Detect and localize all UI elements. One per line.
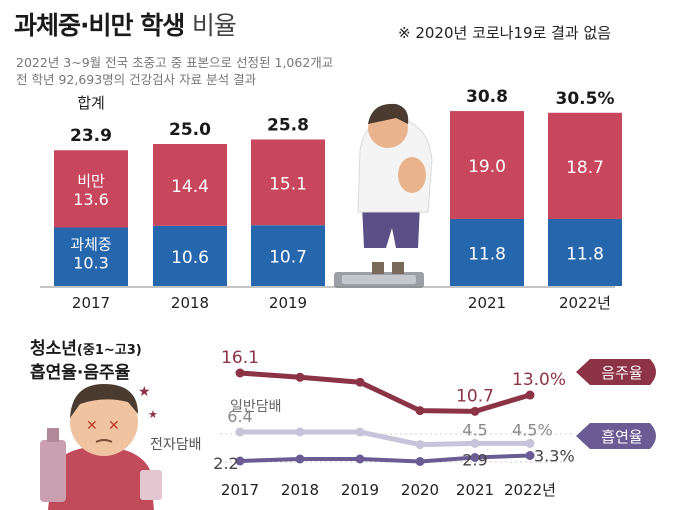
- line-x-tick: 2021: [456, 481, 494, 499]
- bar-overweight-label: 10.3: [73, 253, 109, 272]
- line-point-label: 13.0%: [512, 370, 566, 390]
- bar-x-tick: 2017: [72, 294, 110, 312]
- line-일반담배: [240, 429, 530, 448]
- line-point: [415, 440, 425, 450]
- line-point: [295, 454, 305, 464]
- bar-total-label: 23.9: [70, 126, 112, 146]
- series-tag-label: 음주율: [601, 364, 642, 382]
- bar-obese-label: 18.7: [566, 158, 604, 178]
- note-text: ※ 2020년 코로나19로 결과 없음: [398, 24, 612, 42]
- series-label-general: 일반담배: [230, 399, 282, 415]
- line-point: [415, 406, 425, 416]
- line-x-tick: 2019: [341, 481, 379, 499]
- line-point: [470, 438, 480, 448]
- subtitle-line-2: 전 학년 92,693명의 건강검사 자료 분석 결과: [16, 72, 257, 87]
- bar-x-tick: 2021: [468, 294, 506, 312]
- line-point: [295, 427, 305, 437]
- bar-overweight: [548, 218, 622, 286]
- bar-overweight-label: 11.8: [566, 244, 604, 264]
- bar-obese-label: 15.1: [269, 174, 307, 194]
- bar-overweight: [251, 225, 325, 286]
- line-point-label: 6.4: [227, 407, 252, 426]
- line-point-label: 3.3%: [534, 447, 575, 466]
- bar-total-label: 25.0: [169, 120, 211, 140]
- line-point-label: 2.9: [462, 451, 487, 470]
- bar-obese: [450, 111, 524, 219]
- teen-illustration: ✕ ✕ ★ ★: [40, 384, 162, 510]
- line-point: [295, 372, 305, 382]
- series-tag: [576, 359, 656, 385]
- bar-obese-label: 14.4: [171, 177, 209, 197]
- bar-total-label: 25.8: [267, 115, 309, 135]
- bar-obese: [54, 150, 128, 228]
- line-point: [470, 453, 480, 462]
- line-point: [470, 406, 480, 416]
- bar-obese: [548, 112, 622, 219]
- line-point: [525, 451, 535, 460]
- bar-overweight: [54, 227, 128, 286]
- line-point-label: 10.7: [456, 386, 494, 406]
- bar-overweight: [153, 225, 227, 286]
- line-음주율: [239, 370, 531, 414]
- bar-obese-label: 13.6: [73, 190, 109, 209]
- line-x-tick: 2022년: [504, 481, 556, 499]
- legend-overweight: 과체중: [70, 235, 111, 253]
- line-point: [235, 456, 245, 466]
- section-title-smoking-drinking: 청소년(중1~고3) 흡연율·음주율: [30, 339, 142, 383]
- bar-x-tick: 2022년: [559, 294, 611, 312]
- student-scale-illustration: [334, 103, 433, 288]
- legend-obese: 비만: [77, 172, 105, 190]
- subtitle-line-1: 2022년 3~9월 전국 초중고 중 표본으로 선정된 1,062개교: [16, 55, 334, 70]
- line-point: [355, 427, 365, 437]
- line-point: [355, 454, 365, 464]
- line-point: [235, 368, 245, 378]
- line-point-label: 2.2: [213, 454, 238, 473]
- bar-x-tick: 2018: [171, 294, 209, 312]
- page-title: 과체중·비만 학생 비율: [14, 11, 237, 40]
- series-label-electronic: 전자담배: [150, 437, 202, 453]
- line-point: [235, 427, 245, 437]
- bar-obese: [251, 139, 325, 226]
- line-point: [525, 438, 535, 448]
- series-tag: [576, 423, 656, 449]
- bar-overweight-label: 10.7: [269, 248, 307, 268]
- bar-overweight-label: 10.6: [171, 248, 209, 268]
- line-x-tick: 2017: [221, 481, 259, 499]
- bar-obese-label: 19.0: [468, 157, 506, 177]
- line-전자담배: [239, 453, 531, 464]
- line-point: [415, 457, 425, 466]
- line-x-tick: 2018: [281, 481, 319, 499]
- svg-text:✕: ✕: [108, 418, 120, 434]
- svg-text:★: ★: [148, 408, 158, 421]
- svg-text:★: ★: [138, 384, 151, 400]
- bar-overweight-label: 11.8: [468, 244, 506, 264]
- line-x-tick: 2020: [401, 481, 439, 499]
- line-point-label: 4.5: [462, 420, 487, 439]
- bar-total-label: 30.5%: [556, 89, 615, 109]
- bar-obese: [153, 144, 227, 226]
- bar-x-tick: 2019: [269, 294, 307, 312]
- svg-text:✕: ✕: [86, 418, 98, 434]
- bar-total-label: 30.8: [466, 87, 508, 107]
- total-label: 합계: [77, 94, 105, 112]
- line-point-label: 16.1: [221, 348, 259, 368]
- bar-overweight: [450, 218, 524, 286]
- series-tag-label: 흡연율: [601, 428, 642, 446]
- line-point: [355, 377, 365, 387]
- line-point-label: 4.5%: [512, 420, 553, 439]
- line-point: [525, 390, 535, 400]
